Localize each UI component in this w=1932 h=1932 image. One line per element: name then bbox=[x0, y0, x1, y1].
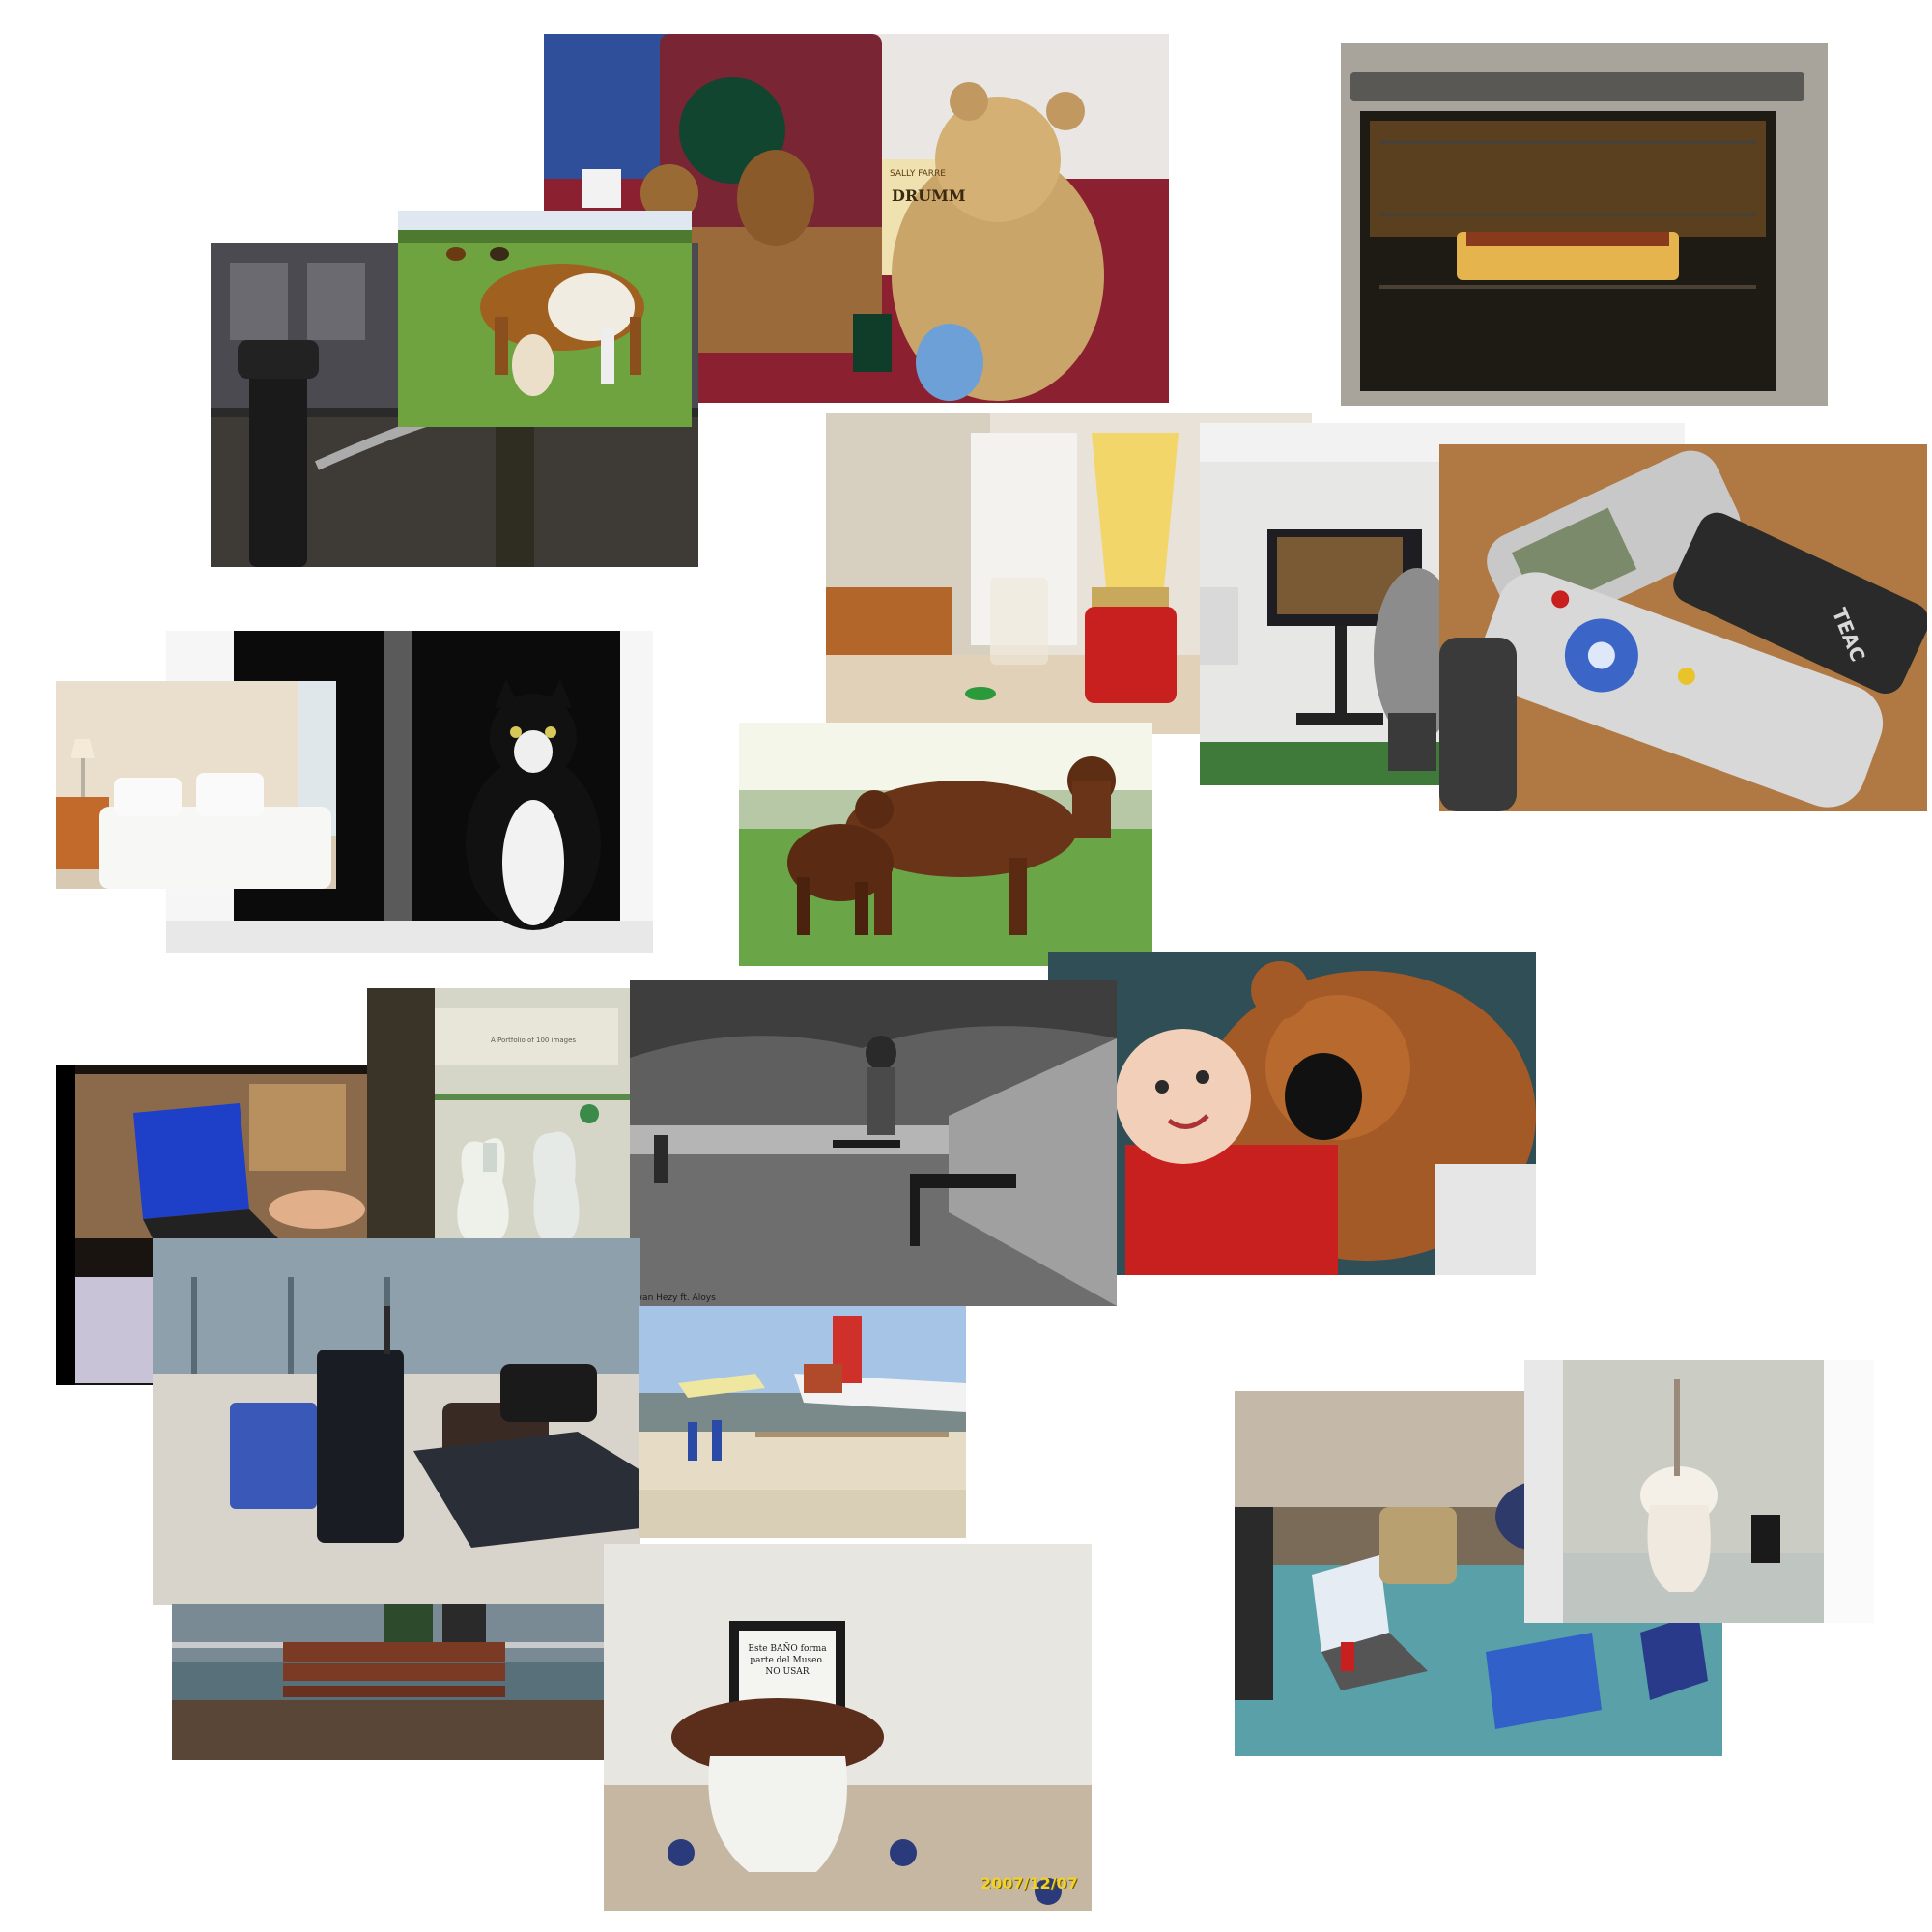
skate-credit-text: Ewan Hezy ft. Aloys bbox=[630, 1293, 716, 1303]
book-author-text: SALLY FARRE bbox=[890, 169, 946, 179]
photo-vases-museum: A Portfolio of 100 images bbox=[367, 988, 638, 1264]
photo-bench-pier bbox=[172, 1604, 639, 1760]
photo-museum-toilet: Este BAÑO forma parte del Museo. NO USAR… bbox=[604, 1544, 1092, 1911]
photo-oven bbox=[1341, 43, 1828, 406]
photo-baby-teddy bbox=[1048, 952, 1536, 1275]
photo-toilet-stall bbox=[1524, 1360, 1874, 1623]
photo-airfield bbox=[639, 1306, 966, 1538]
photo-cow-grazing bbox=[398, 211, 692, 427]
photo-cows-field bbox=[739, 723, 1152, 966]
date-stamp-text: 2007/12/07 bbox=[980, 1874, 1078, 1892]
photo-bedroom bbox=[56, 681, 336, 889]
photo-skateboarder: Ewan Hezy ft. Aloys bbox=[630, 980, 1117, 1306]
museum-sign-text: A Portfolio of 100 images bbox=[491, 1037, 577, 1044]
photo-airport-luggage bbox=[153, 1238, 640, 1605]
photo-remotes: TEAC bbox=[1439, 444, 1927, 811]
toilet-sign-text: Este BAÑO forma parte del Museo. NO USAR bbox=[748, 1644, 827, 1677]
book-title-text: DRUMM bbox=[892, 186, 966, 205]
